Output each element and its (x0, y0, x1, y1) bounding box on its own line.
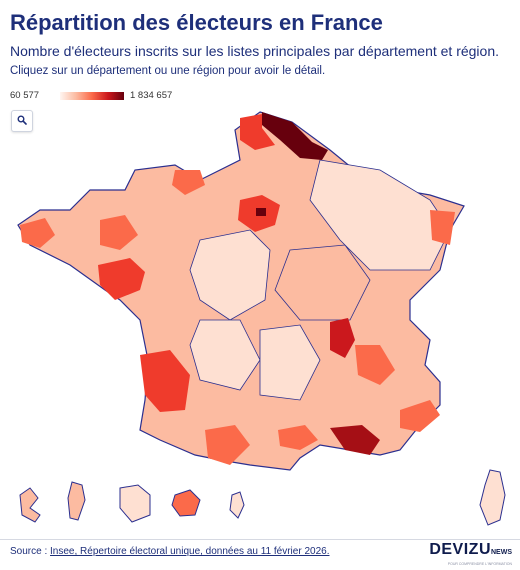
page-subtitle: Nombre d'électeurs inscrits sur les list… (10, 43, 500, 59)
dept-rhone[interactable] (330, 318, 355, 358)
dept-isere[interactable] (355, 345, 395, 385)
page-title: Répartition des électeurs en France (10, 10, 383, 35)
source-prefix: Source : (10, 546, 51, 557)
legend-max-label: 1 834 657 (130, 90, 173, 101)
dept-loire-atlantique[interactable] (98, 258, 145, 300)
dept-gironde[interactable] (140, 350, 190, 412)
region-grand-est[interactable] (309, 159, 451, 271)
footer-divider (0, 539, 520, 540)
region-centre[interactable] (189, 229, 271, 321)
dept-bas-rhin[interactable] (430, 210, 455, 245)
dept-finistere[interactable] (20, 218, 55, 248)
france-choropleth-map[interactable] (0, 100, 520, 540)
legend-min-label: 60 577 (10, 90, 40, 101)
martinique-shape[interactable] (67, 481, 86, 521)
source-line: Source : Insee, Répertoire électoral uni… (10, 546, 329, 557)
dept-calvados[interactable] (172, 170, 205, 195)
instruction-text: Cliquez sur un département ou une région… (10, 65, 326, 77)
zoom-button[interactable] (11, 110, 33, 132)
region-auvergne[interactable] (259, 324, 321, 401)
dept-ille-et-vilaine[interactable] (100, 215, 138, 250)
legend-gradient-bar (60, 92, 124, 100)
dept-haute-garonne[interactable] (205, 425, 250, 465)
devizu-logo: DEVIZUNEWS POUR COMPRENDRE L'INFORMATION (429, 541, 512, 566)
guadeloupe-shape[interactable] (19, 487, 41, 523)
region-limousin[interactable] (189, 319, 261, 391)
logo-brand: DEVIZU (429, 541, 491, 558)
logo-suffix: NEWS (491, 549, 512, 556)
guyane-shape[interactable] (119, 484, 151, 523)
dept-pas-de-calais[interactable] (240, 114, 275, 150)
dept-paris[interactable] (256, 208, 266, 216)
search-icon (17, 112, 27, 130)
logo-tagline: POUR COMPRENDRE L'INFORMATION (447, 562, 512, 566)
corsica-shape[interactable] (479, 469, 506, 526)
dept-nord[interactable] (262, 112, 328, 160)
mayotte-shape[interactable] (229, 491, 245, 519)
source-link[interactable]: Insee, Répertoire électoral unique, donn… (50, 546, 330, 557)
dept-bouches-du-rhone[interactable] (330, 425, 380, 455)
reunion-shape[interactable] (171, 489, 201, 517)
dept-alpes-maritimes[interactable] (400, 400, 440, 432)
dept-herault[interactable] (278, 425, 318, 450)
